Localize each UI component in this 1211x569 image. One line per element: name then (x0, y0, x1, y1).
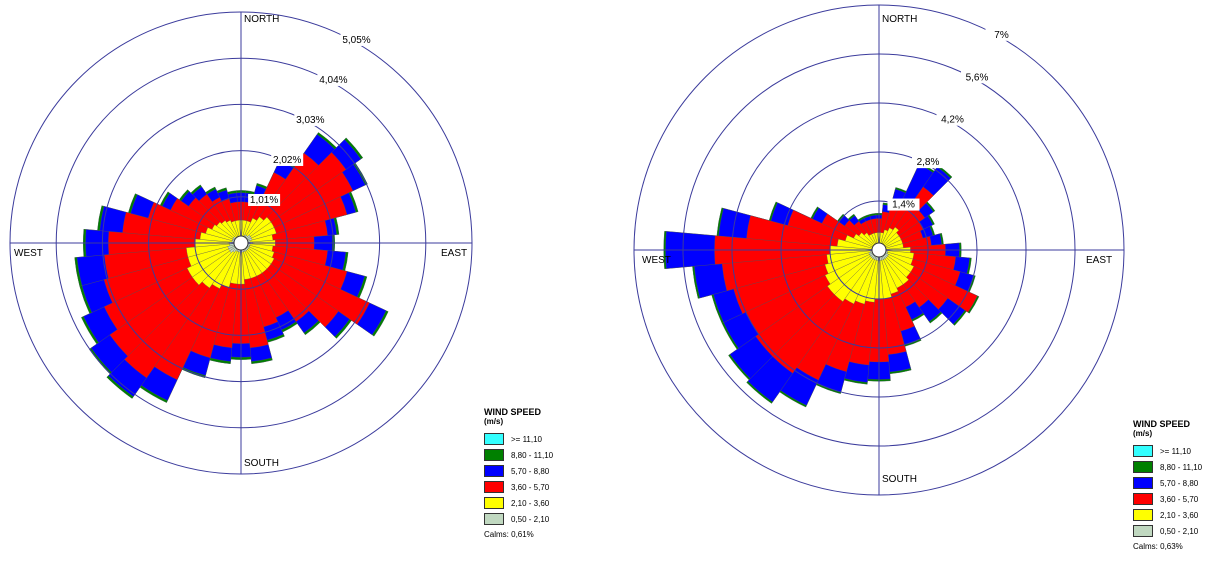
legend-rows: >= 11,10 8,80 - 11,10 5,70 - 8,80 3,60 - 5,… (484, 431, 553, 527)
legend-swatch (1133, 509, 1153, 521)
legend-right: WIND SPEED (m/s) >= 11,10 8,80 - 11,10 5,7… (1133, 419, 1202, 551)
ring-label: 2,8% (917, 157, 940, 168)
legend-label: 3,60 - 5,70 (1160, 494, 1199, 504)
ring-label: 2,02% (273, 155, 301, 166)
legend-item: 2,10 - 3,60 (484, 495, 553, 511)
ring-label-bg (340, 33, 373, 46)
legend-swatch (484, 497, 504, 509)
wind-rose-left: 1,01% 2,02% 3,03% 4,04% 5,05% NORTH SOUTH WEST E… (9, 11, 473, 475)
legend-label: 0,50 - 2,10 (1160, 526, 1199, 536)
legend-swatch (484, 481, 504, 493)
legend-swatch (1133, 477, 1153, 489)
legend-item: 5,70 - 8,80 (1133, 475, 1202, 491)
legend-item: >= 11,10 (484, 431, 553, 447)
legend-label: 8,80 - 11,10 (1160, 462, 1203, 472)
ring-label-bg (271, 153, 304, 166)
legend-label: 5,70 - 8,80 (1160, 478, 1199, 488)
legend-swatch (1133, 461, 1153, 473)
ring-label: 4,04% (319, 75, 347, 86)
legend-swatch (484, 433, 504, 445)
calms-label: Calms: 0,61% (484, 530, 534, 539)
legend-item: 0,50 - 2,10 (484, 511, 553, 527)
south-label: SOUTH (882, 474, 917, 485)
ring-label-bg (961, 71, 993, 84)
legend-label: 0,50 - 2,10 (511, 514, 550, 524)
east-label: EAST (441, 248, 467, 259)
ring-label: 1,01% (250, 195, 278, 206)
west-label: WEST (642, 255, 671, 266)
legend-item: 0,50 - 2,10 (1133, 523, 1202, 539)
ring-label: 3,03% (296, 115, 324, 126)
ring-label-bg (317, 73, 350, 86)
legend-item: 8,80 - 11,10 (484, 447, 553, 463)
ring-label-bg (912, 156, 944, 169)
north-label: NORTH (244, 14, 279, 25)
legend-units: (m/s) (1133, 429, 1153, 438)
legend-label: >= 11,10 (1160, 446, 1191, 456)
center-circle (233, 235, 249, 251)
ring-label-bg (294, 113, 327, 126)
legend-label: 3,60 - 5,70 (511, 482, 550, 492)
legend-item: 2,10 - 3,60 (1133, 507, 1202, 523)
legend-rows: >= 11,10 8,80 - 11,10 5,70 - 8,80 3,60 - 5,… (1133, 443, 1202, 539)
legend-label: 2,10 - 3,60 (511, 498, 550, 508)
ring-label: 5,6% (966, 72, 989, 83)
north-label: NORTH (882, 14, 917, 25)
legend-title: WIND SPEED (484, 407, 542, 417)
south-label: SOUTH (244, 458, 279, 469)
west-label: WEST (14, 248, 43, 259)
east-label: EAST (1086, 255, 1112, 266)
legend-item: 8,80 - 11,10 (1133, 459, 1202, 475)
legend-label: 8,80 - 11,10 (511, 450, 554, 460)
ring-label-bg (985, 28, 1018, 41)
ring-label: 4,2% (941, 115, 964, 126)
legend-item: 3,60 - 5,70 (484, 479, 553, 495)
legend-title: WIND SPEED (1133, 419, 1191, 429)
ring-label-bg (887, 198, 920, 211)
calms-label: Calms: 0,63% (1133, 542, 1183, 551)
legend-swatch (484, 465, 504, 477)
legend-item: 3,60 - 5,70 (1133, 491, 1202, 507)
ring-label-bg (248, 193, 281, 206)
legend-item: 5,70 - 8,80 (484, 463, 553, 479)
wind-rose-right: 1,4% 2,8% 4,2% 5,6% 7% NORTH SOUTH WEST EAST (633, 4, 1125, 496)
legend-swatch (484, 449, 504, 461)
ring-label: 5,05% (342, 35, 370, 46)
legend-units: (m/s) (484, 417, 504, 426)
legend-label: 5,70 - 8,80 (511, 466, 550, 476)
ring-label-bg (936, 113, 969, 126)
center-circle (871, 242, 887, 258)
legend-label: >= 11,10 (511, 434, 542, 444)
ring-label: 7% (994, 30, 1009, 41)
legend-label: 2,10 - 3,60 (1160, 510, 1199, 520)
legend-left: WIND SPEED (m/s) >= 11,10 8,80 - 11,10 5,7… (484, 407, 553, 539)
ring-label: 1,4% (892, 200, 915, 211)
legend-swatch (1133, 445, 1153, 457)
legend-item: >= 11,10 (1133, 443, 1202, 459)
legend-swatch (1133, 525, 1153, 537)
legend-swatch (1133, 493, 1153, 505)
legend-swatch (484, 513, 504, 525)
